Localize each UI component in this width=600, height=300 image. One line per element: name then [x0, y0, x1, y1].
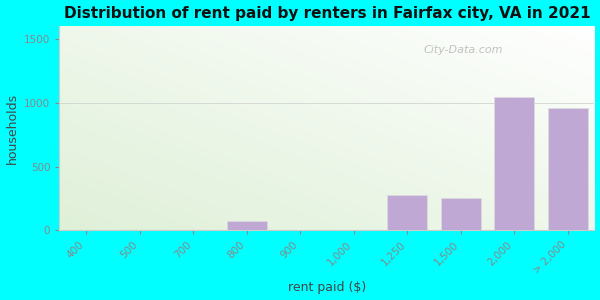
Bar	[387, 195, 427, 230]
Bar	[494, 97, 534, 230]
Bar	[227, 221, 267, 230]
Title: Distribution of rent paid by renters in Fairfax city, VA in 2021: Distribution of rent paid by renters in …	[64, 6, 590, 21]
X-axis label: rent paid ($): rent paid ($)	[288, 281, 366, 294]
Y-axis label: households: households	[5, 93, 19, 164]
Bar	[440, 198, 481, 230]
Bar	[548, 108, 588, 230]
Text: City-Data.com: City-Data.com	[423, 45, 503, 56]
